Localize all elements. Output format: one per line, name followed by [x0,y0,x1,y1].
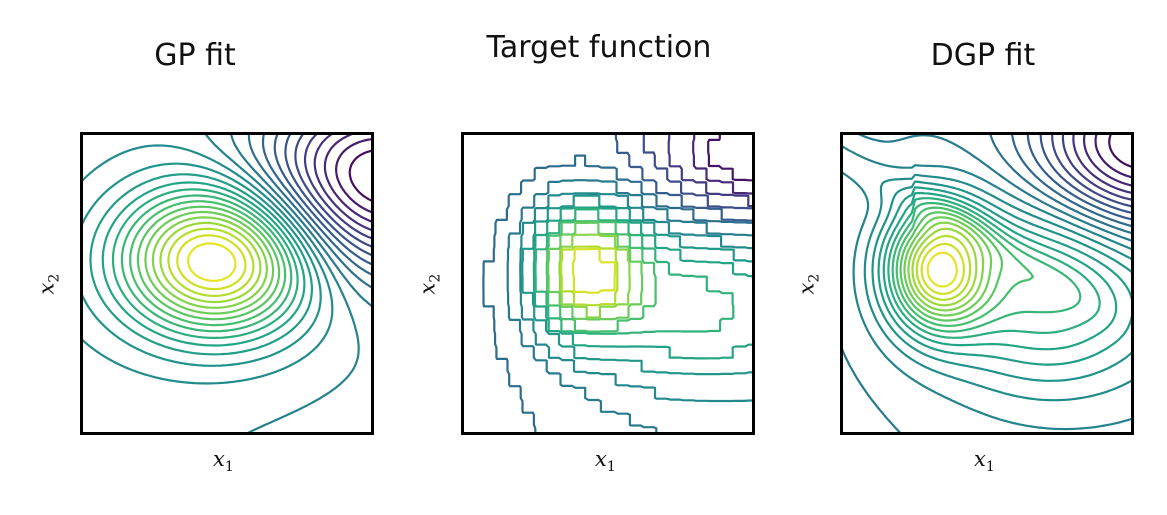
contour-line [560,245,619,307]
contour-line [920,242,965,295]
contour-line [887,197,1101,339]
x-axis-label-text: x [974,447,986,471]
x-axis-label-sub: 1 [224,459,234,476]
x-axis-label-sub: 1 [606,459,616,476]
contour-line [167,227,255,297]
x-axis-label-text: x [595,447,607,471]
x-axis-label-text: x [213,447,225,471]
contour-line [159,221,262,304]
panel-dgp-fit: DGP fit x1 x2 [778,0,1167,515]
contour-line [519,192,755,403]
contour-line [642,132,755,210]
contour-line [882,192,1118,351]
contour-line [534,208,735,335]
contour-line [506,179,755,435]
contour-line [532,206,755,360]
contour-line [136,205,281,321]
contour-plot [80,132,374,435]
contour-line [926,251,958,288]
contour-line [80,162,322,367]
x-axis-label: x1 [595,447,616,475]
contour-line [313,132,374,232]
contour-line [348,149,374,203]
plot-area [840,132,1134,435]
contour-line [558,233,631,319]
contour-line [273,132,374,267]
y-axis-label-sub: 2 [427,273,444,283]
contour-line [871,180,1134,382]
contour-plot [482,132,755,435]
contour-line [903,216,993,317]
y-axis-label-text: x [415,282,440,295]
panel-gp-fit: GP fit x1 x2 [0,0,389,515]
contour-plot [840,132,1134,435]
y-axis-label-sub: 2 [806,273,823,283]
contour-line [915,234,972,301]
contour-line [80,144,334,385]
contour-line [101,181,306,347]
contour-line [129,200,287,327]
panel-target-function: Target function x1 x2 [389,0,778,515]
y-axis-label-sub: 2 [46,273,63,283]
contour-line [877,186,1134,366]
x-axis-label-sub: 1 [985,459,995,476]
contour-line [335,137,374,215]
contour-line [89,173,313,356]
contour-line [899,211,1004,322]
x-axis-label: x1 [213,447,234,475]
contour-line [707,132,755,182]
y-axis-label: x2 [34,274,62,295]
contour-line [521,194,755,376]
contour-line [692,132,755,195]
contour-line [176,234,247,291]
contour-line [863,173,1134,402]
contour-line [547,221,644,321]
contour-line [895,206,1034,327]
contour-line [144,210,275,315]
x-axis-label: x1 [974,447,995,475]
contour-line [120,194,293,333]
y-axis-label-text: x [794,282,819,295]
contour-line [907,221,985,312]
y-axis-label-text: x [34,282,59,295]
plot-area [80,132,374,435]
chart-title: Target function [486,30,712,65]
contour-line [151,216,268,309]
chart-title: DGP fit [930,38,1036,73]
contour-line [482,154,755,435]
y-axis-label: x2 [415,274,443,295]
contour-line [911,227,978,307]
contour-line [571,247,617,294]
plot-area [461,132,755,435]
contour-line [111,188,299,339]
contour-line [891,201,1082,333]
contour-line [294,132,374,249]
contour-line [1108,132,1134,169]
contour-line [545,220,657,333]
contour-line [186,242,237,282]
chart-title: GP fit [154,38,236,73]
y-axis-label: x2 [794,274,822,295]
